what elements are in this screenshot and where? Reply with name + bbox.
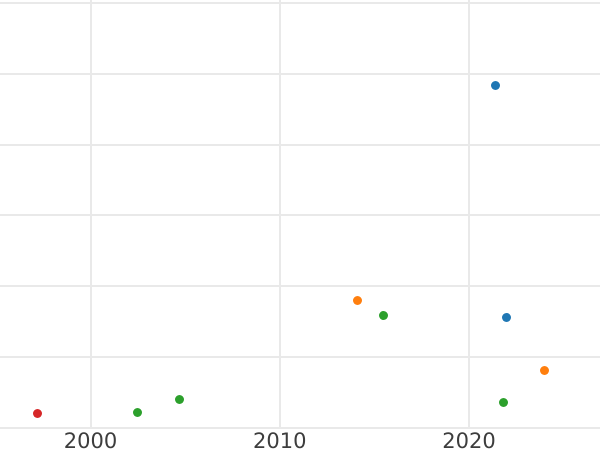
x-tick-label: 2020 — [442, 429, 496, 450]
scatter-point-series-blue — [502, 312, 512, 322]
x-tick-label: 2010 — [253, 429, 307, 450]
scatter-point-series-blue — [490, 80, 500, 90]
scatter-point-series-green — [174, 394, 184, 404]
horizontal-gridline — [0, 214, 600, 217]
horizontal-gridline — [0, 143, 600, 146]
scatter-point-series-red — [33, 408, 42, 418]
scatter-point-series-green — [498, 398, 508, 408]
x-tick-label: 2000 — [63, 429, 118, 450]
vertical-gridline — [89, 0, 92, 428]
horizontal-gridline — [0, 2, 600, 4]
horizontal-gridline — [0, 285, 600, 287]
scatter-point-series-green — [379, 311, 389, 321]
horizontal-gridline — [0, 355, 600, 358]
scatter-point-series-orange — [352, 295, 362, 305]
horizontal-gridline — [0, 426, 600, 429]
vertical-gridline — [468, 0, 470, 428]
scatter-point-series-green — [133, 408, 143, 418]
horizontal-gridline — [0, 72, 600, 75]
vertical-gridline — [278, 0, 281, 428]
scatter-point-series-orange — [540, 365, 550, 375]
